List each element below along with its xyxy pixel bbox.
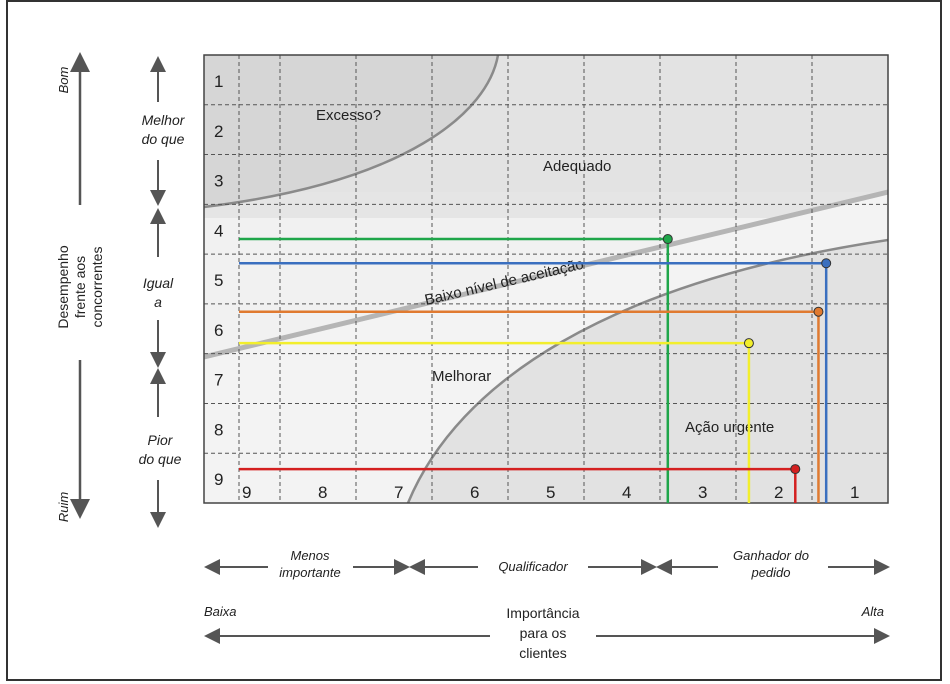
group-ganhador-line-2: pedido [750,565,790,580]
left-axis-title-line-3: concorrentes [89,247,105,328]
matrix-regions [204,55,888,503]
column-number: 6 [470,483,479,502]
group-menos-line-1: Menos [290,548,330,563]
excesso-boundary [204,55,500,209]
row-number: 8 [214,420,223,439]
row-number: 7 [214,371,223,390]
left-axis-top-label: Bom [56,66,71,93]
row-number: 9 [214,470,223,489]
importance-title-line-1: Importância [506,605,579,621]
importance-low-label: Baixa [204,604,237,619]
figure-frame: 1 2 3 4 5 6 7 8 9 9 8 7 6 5 4 3 2 1 Excesso? Adequado Ba… [6,0,942,681]
band-melhor-line-1: Melhor [142,112,186,128]
performance-importance-matrix: 1 2 3 4 5 6 7 8 9 9 8 7 6 5 4 3 2 1 Excesso? Adequado Ba… [55,52,890,661]
importance-title-line-2: para os [520,625,567,641]
importance-title-line-3: clientes [519,645,566,661]
orange-point [813,306,824,317]
left-axis-title-line-1: Desempenho [55,245,71,328]
left-axis-title: Desempenho frente aos concorrentes [55,245,105,328]
data-lines [239,234,832,503]
red-point [790,464,801,475]
column-number: 2 [774,483,783,502]
left-axis-bottom-label: Ruim [56,492,71,523]
green-point [662,234,673,245]
group-ganhador-line-1: Ganhador do [733,548,809,563]
baixo-nivel-line [204,189,888,360]
row-number: 4 [214,221,223,240]
column-number: 9 [242,483,251,502]
region-label-melhorar: Melhorar [432,368,491,385]
row-number: 6 [214,321,223,340]
band-igual-line-1: Igual [143,275,174,291]
row-number: 1 [214,72,223,91]
row-number: 2 [214,122,223,141]
excesso-region [204,55,498,207]
igual-band [204,192,888,357]
band-igual-line-2: a [154,294,162,310]
grid-lines [204,55,888,503]
column-number: 3 [698,483,707,502]
band-melhor-line-2: do que [142,131,185,147]
column-number: 4 [622,483,631,502]
column-number: 5 [546,483,555,502]
band-pior-line-1: Pior [148,432,174,448]
column-number: 7 [394,483,403,502]
group-qualificador: Qualificador [498,559,568,574]
column-number: 8 [318,483,327,502]
region-label-excesso: Excesso? [316,107,381,124]
row-number: 3 [214,172,223,191]
column-number: 1 [850,483,859,502]
row-number: 5 [214,271,223,290]
importance-high-label: Alta [861,604,884,619]
region-label-adequado: Adequado [543,158,611,175]
acao-urgente-region [408,240,888,503]
matrix-border [203,54,889,504]
column-numbers: 9 8 7 6 5 4 3 2 1 [242,483,859,502]
row-numbers: 1 2 3 4 5 6 7 8 9 [214,72,223,489]
yellow-point [743,338,754,349]
left-axis-title-line-2: frente aos [72,256,88,318]
band-pior-line-2: do que [139,451,182,467]
group-menos-line-2: importante [279,565,340,580]
blue-point [821,258,832,269]
region-label-acao-urgente: Ação urgente [685,419,774,436]
